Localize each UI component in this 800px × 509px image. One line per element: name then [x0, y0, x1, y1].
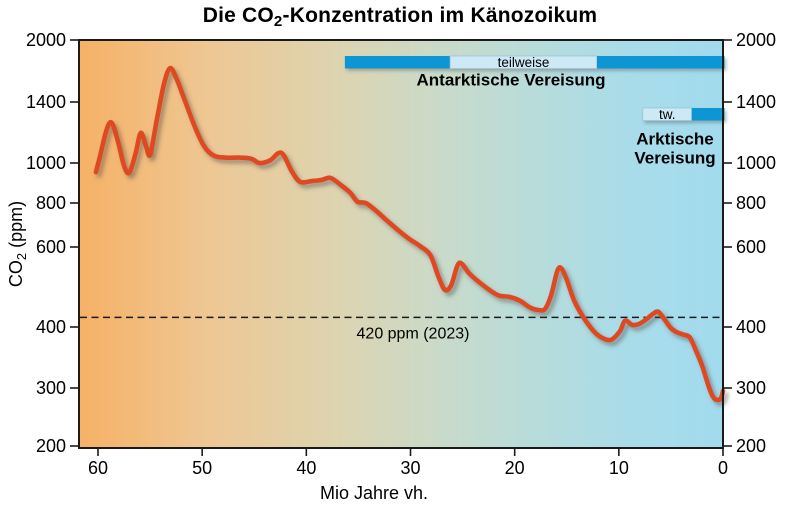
- antarctic-glaciation-bar-segment-full: [344, 56, 451, 69]
- y-axis-tick-label-left: 1000: [26, 153, 66, 173]
- y-axis-tick-label-right: 2000: [736, 30, 776, 50]
- arctic-glaciation-label-line2: Vereisung: [634, 149, 715, 168]
- x-axis-tick-label: 30: [400, 458, 420, 478]
- x-axis-title: Mio Jahre vh.: [320, 483, 428, 503]
- antarctic-glaciation-bar-segment-full: [596, 56, 725, 69]
- chart-title-part2: -Konzentration im Känozoikum: [282, 4, 598, 27]
- y-axis-tick-label-left: 200: [36, 436, 66, 456]
- x-axis-tick-label: 20: [505, 458, 525, 478]
- y-axis-tick-label-left: 600: [36, 237, 66, 257]
- y-axis-tick-label-right: 1400: [736, 92, 776, 112]
- reference-line-label: 420 ppm (2023): [357, 325, 470, 342]
- y-axis-tick-label-right: 600: [736, 237, 766, 257]
- x-axis-tick-label: 40: [296, 458, 316, 478]
- y-axis-tick-label-left: 1400: [26, 92, 66, 112]
- y-axis-tick-label-right: 400: [736, 317, 766, 337]
- plot-background: [79, 40, 723, 448]
- y-axis-tick-label-left: 300: [36, 378, 66, 398]
- arctic-glaciation-label-line1: Arktische: [636, 130, 713, 149]
- plot-frame: [78, 39, 724, 449]
- y-axis-tick-label-left: 2000: [26, 30, 66, 50]
- y-axis-tick-label-right: 1000: [736, 153, 776, 173]
- y-axis-tick-label-right: 300: [736, 378, 766, 398]
- antarctic-glaciation-label: Antarktische Vereisung: [417, 71, 606, 90]
- y-axis-tick-label-right: 200: [736, 436, 766, 456]
- x-axis-tick-label: 10: [609, 458, 629, 478]
- y-axis-tick-label-left: 800: [36, 193, 66, 213]
- arctic-glaciation-partial-label: tw.: [659, 107, 676, 122]
- y-axis-tick-label-left: 400: [36, 317, 66, 337]
- arctic-glaciation-bar-segment-full: [691, 108, 725, 121]
- x-axis-tick-label: 50: [192, 458, 212, 478]
- x-axis-tick-label: 60: [88, 458, 108, 478]
- x-axis-tick-label: 0: [718, 458, 728, 478]
- chart-title-subscript: 2: [273, 13, 283, 31]
- y-axis-tick-label-right: 800: [736, 193, 766, 213]
- antarctic-glaciation-partial-label: teilweise: [498, 55, 550, 70]
- co2-curve: [93, 65, 726, 403]
- chart-title-part1: Die CO: [202, 4, 274, 27]
- chart-title: Die CO2-Konzentration im Känozoikum: [0, 4, 800, 31]
